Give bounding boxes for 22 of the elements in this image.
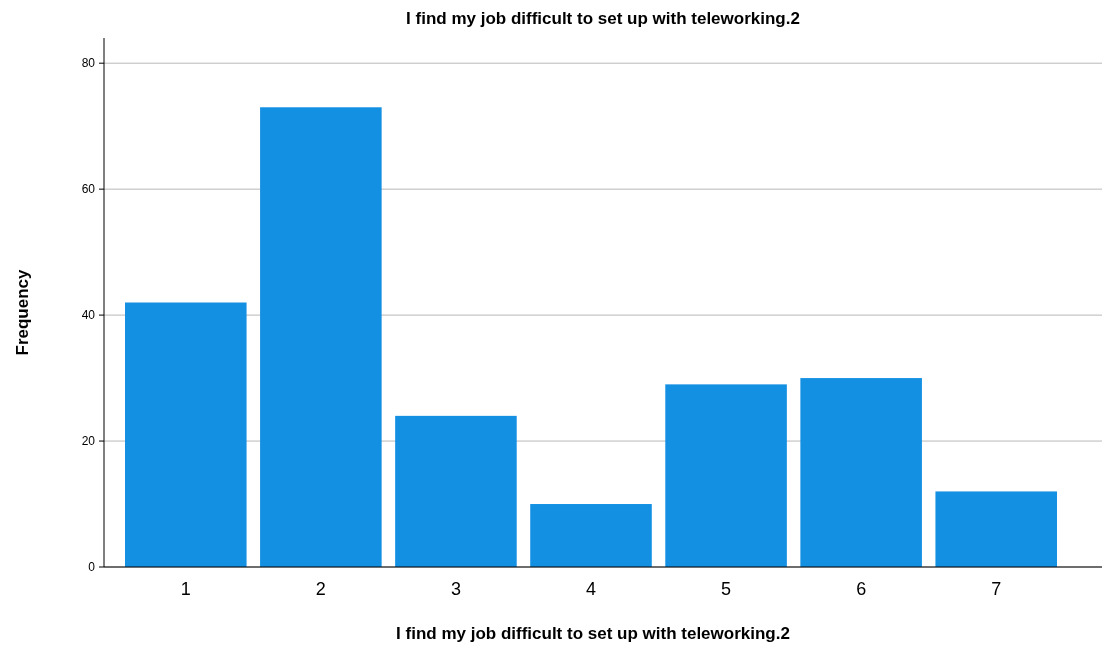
bar <box>530 504 652 567</box>
x-axis-title: I find my job difficult to set up with teleworking.2 <box>396 624 790 643</box>
bar <box>395 415 517 567</box>
x-tick-label: 6 <box>856 579 867 599</box>
chart-title: I find my job difficult to set up with teleworking.2 <box>406 9 800 28</box>
x-tick-label: 5 <box>721 579 732 599</box>
bar <box>260 107 382 567</box>
bar <box>800 378 922 567</box>
y-tick-label: 60 <box>81 182 96 197</box>
x-tick-label: 2 <box>315 579 326 599</box>
bar <box>125 302 247 567</box>
x-tick-label: 1 <box>180 579 191 599</box>
x-tick-label: 3 <box>450 579 461 599</box>
y-tick-label: 80 <box>81 56 96 71</box>
bar <box>665 384 787 567</box>
x-tick-label: 7 <box>991 579 1002 599</box>
y-tick-label: 40 <box>81 308 96 323</box>
y-tick-label: 0 <box>88 560 96 575</box>
y-tick-label: 20 <box>81 434 96 449</box>
y-axis-title: Frequency <box>13 268 32 356</box>
x-tick-label: 4 <box>585 579 597 599</box>
bar <box>935 491 1057 567</box>
